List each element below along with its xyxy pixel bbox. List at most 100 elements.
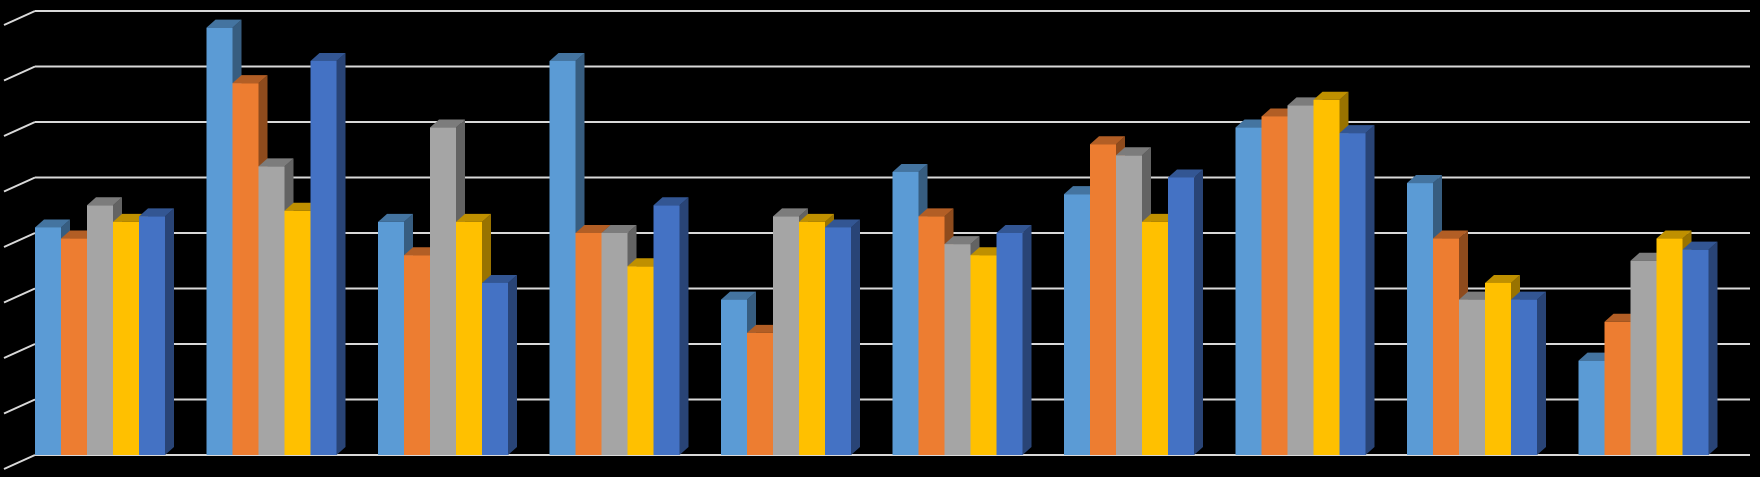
grid-line-stub: [3, 454, 36, 470]
bar-top: [549, 52, 585, 61]
bar-top: [1116, 147, 1151, 156]
bar-side: [1365, 125, 1375, 455]
bar: [1287, 105, 1314, 455]
bar-top: [1168, 169, 1203, 178]
bar-top: [1485, 274, 1520, 283]
bar-top: [799, 213, 834, 222]
bar: [575, 233, 602, 455]
bar: [627, 266, 654, 455]
bar: [1656, 238, 1683, 455]
bar: [1168, 177, 1194, 455]
bar-3d: [482, 274, 517, 455]
bar: [456, 221, 482, 455]
grid-line-stub: [3, 287, 36, 304]
bar: [139, 216, 165, 455]
bar-3d: [139, 208, 174, 455]
bar-3d: [1511, 291, 1546, 455]
bar: [1407, 183, 1433, 456]
bar-top: [721, 291, 756, 300]
bar-3d: [310, 52, 346, 455]
bar-top: [773, 208, 808, 217]
bar-top: [206, 19, 242, 28]
bar: [1235, 127, 1262, 456]
bar-top: [232, 75, 268, 84]
bar-top: [1313, 91, 1349, 100]
grid-line-stub: [3, 398, 36, 415]
bar-top: [892, 163, 928, 172]
bar: [1604, 321, 1631, 455]
bar: [799, 221, 825, 455]
bar: [825, 227, 851, 455]
bar-top: [996, 225, 1032, 233]
bar-top: [35, 219, 70, 228]
bar: [1433, 238, 1459, 455]
bar-side: [1022, 225, 1032, 455]
bar-top: [482, 274, 517, 283]
bar-top: [944, 236, 980, 245]
bar: [258, 166, 285, 455]
bar: [87, 205, 113, 455]
bar-side: [1537, 291, 1546, 455]
bar: [1064, 194, 1090, 455]
bar: [601, 233, 628, 455]
bar-3d: [996, 225, 1032, 455]
bar: [482, 282, 508, 455]
bar: [1090, 144, 1116, 455]
bar: [113, 221, 139, 455]
grid-line-stub: [3, 121, 36, 137]
bar-top: [258, 158, 294, 167]
bar-3d: [825, 219, 860, 455]
bar: [970, 255, 997, 455]
bar: [206, 27, 233, 456]
bar-3d: [1168, 169, 1203, 455]
bar: [310, 60, 337, 455]
bar-3d: [1682, 241, 1718, 455]
bar: [404, 255, 430, 455]
bar: [378, 221, 404, 455]
bar-top: [1407, 175, 1442, 184]
bar: [232, 83, 259, 456]
bar-top: [1656, 230, 1692, 239]
bar: [892, 171, 919, 455]
bar-top: [430, 119, 465, 128]
bar-3d: [970, 247, 1006, 455]
bar: [653, 205, 680, 455]
bar: [1142, 221, 1168, 455]
bar-top: [378, 213, 413, 222]
bar: [1339, 133, 1366, 455]
bar-top: [310, 52, 346, 61]
bar-top: [575, 225, 611, 233]
bar-3d: [653, 197, 689, 455]
bar: [1630, 260, 1657, 455]
bar-side: [165, 208, 174, 455]
grid-line-stub: [3, 10, 36, 26]
bar-top: [1339, 125, 1375, 134]
bar-side: [851, 219, 860, 455]
bar-top: [825, 219, 860, 228]
bar-top: [1090, 136, 1125, 145]
bar: [1682, 249, 1709, 455]
bar-top: [653, 197, 689, 206]
bar: [1116, 155, 1142, 456]
bar: [1578, 360, 1605, 455]
bar: [773, 216, 799, 455]
bar-top: [139, 208, 174, 217]
grid-line-stub: [3, 65, 36, 82]
bar: [1485, 282, 1511, 455]
bar-3d: [1339, 125, 1375, 455]
bar: [430, 127, 456, 456]
bar: [996, 233, 1023, 455]
bar: [944, 244, 971, 455]
grid-line-stub: [3, 343, 36, 359]
bar-side: [508, 274, 517, 455]
bar-top: [601, 225, 637, 233]
bar: [61, 238, 87, 455]
bar-top: [1511, 291, 1546, 300]
bar: [35, 227, 61, 455]
bar: [284, 210, 311, 455]
bar: [918, 216, 945, 455]
bar: [1511, 299, 1537, 455]
bar-side: [1708, 241, 1718, 455]
bar: [1313, 99, 1340, 456]
